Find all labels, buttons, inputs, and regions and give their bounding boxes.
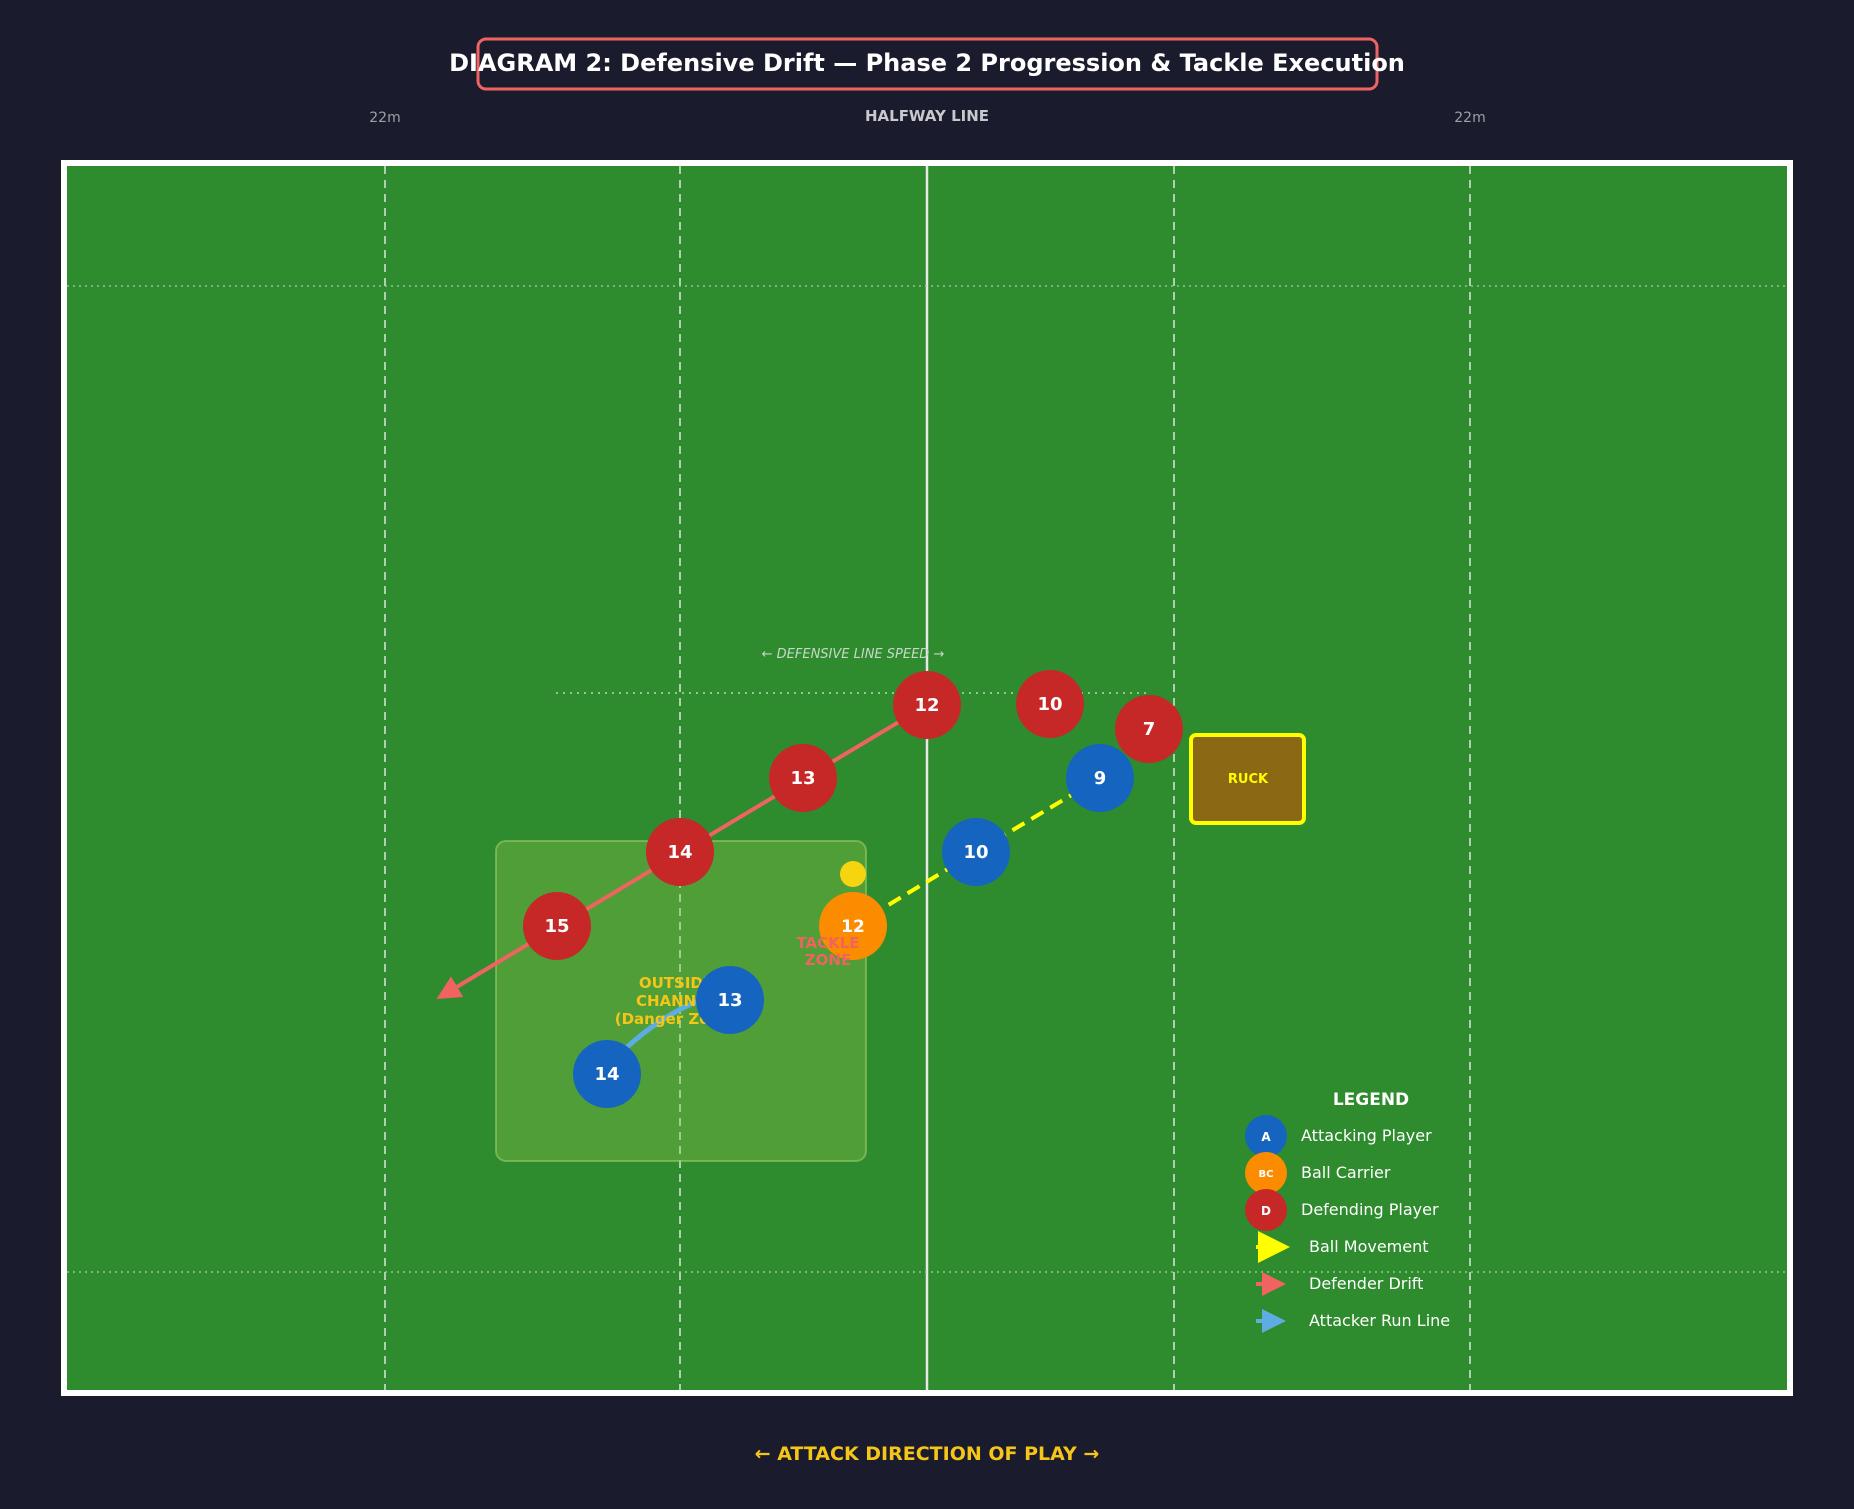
attacker-10: 10 — [942, 818, 1010, 886]
svg-text:15: 15 — [544, 916, 569, 937]
svg-text:A: A — [1261, 1130, 1271, 1144]
defender-12: 12 — [893, 671, 961, 739]
svg-text:ZONE: ZONE — [805, 951, 851, 969]
pitch — [61, 160, 1793, 1396]
left-22m-label: 22m — [369, 110, 400, 126]
svg-text:Ball Carrier: Ball Carrier — [1301, 1163, 1391, 1182]
attacker-9: 9 — [1066, 744, 1134, 812]
svg-text:10: 10 — [963, 842, 988, 863]
defensive-line-speed-label: ← DEFENSIVE LINE SPEED → — [762, 647, 945, 662]
svg-text:Defending Player: Defending Player — [1301, 1200, 1439, 1219]
svg-text:D: D — [1261, 1204, 1271, 1218]
svg-text:12: 12 — [914, 695, 939, 716]
ball-carrier-12: 12 — [819, 892, 887, 960]
legend-item-attacking-player: A Attacking Player — [1245, 1115, 1432, 1157]
title-text: DIAGRAM 2: Defensive Drift — Phase 2 Pro… — [449, 49, 1405, 77]
tackle-zone-label: TACKLE ZONE — [796, 934, 859, 969]
svg-text:TACKLE: TACKLE — [796, 934, 859, 952]
legend-item-attacker-run-line: Attacker Run Line — [1256, 1309, 1450, 1333]
svg-text:9: 9 — [1094, 768, 1107, 789]
diagram-title: DIAGRAM 2: Defensive Drift — Phase 2 Pro… — [449, 37, 1405, 91]
svg-text:12: 12 — [841, 917, 865, 937]
halfway-line-label: HALFWAY LINE — [865, 107, 989, 125]
svg-text:BC: BC — [1259, 1169, 1274, 1180]
ruck-box — [1189, 733, 1306, 825]
ruck-label: RUCK — [1228, 772, 1269, 787]
defender-14: 14 — [646, 818, 714, 886]
attacker-13: 13 — [696, 966, 764, 1034]
svg-text:Defender Drift: Defender Drift — [1309, 1274, 1423, 1293]
svg-text:Ball Movement: Ball Movement — [1309, 1237, 1429, 1256]
legend-title: LEGEND — [1333, 1090, 1409, 1110]
svg-text:14: 14 — [667, 842, 692, 863]
right-22m-label: 22m — [1454, 110, 1485, 126]
defender-13: 13 — [769, 744, 837, 812]
svg-text:Attacking Player: Attacking Player — [1301, 1126, 1432, 1145]
ruck: RUCK — [1189, 733, 1306, 825]
svg-text:13: 13 — [717, 990, 742, 1011]
svg-text:7: 7 — [1143, 719, 1156, 740]
legend-item-ball-movement: Ball Movement — [1256, 1231, 1429, 1263]
svg-text:14: 14 — [594, 1064, 619, 1085]
defender-10: 10 — [1016, 670, 1084, 738]
defender-7: 7 — [1115, 695, 1183, 763]
legend-item-defending-player: D Defending Player — [1245, 1189, 1439, 1231]
svg-text:13: 13 — [790, 768, 815, 789]
defender-15: 15 — [523, 892, 591, 960]
title-box — [476, 37, 1379, 91]
attacker-14: 14 — [573, 1040, 641, 1108]
legend-item-ball-carrier: BC Ball Carrier — [1245, 1152, 1391, 1194]
legend-item-defender-drift: Defender Drift — [1256, 1272, 1423, 1296]
svg-text:Attacker Run Line: Attacker Run Line — [1309, 1311, 1450, 1330]
ball — [840, 861, 866, 887]
svg-text:10: 10 — [1037, 694, 1062, 715]
legend: LEGEND A Attacking Player BC Ball Carrie… — [1245, 1090, 1450, 1333]
attack-direction-label: ← ATTACK DIRECTION OF PLAY → — [755, 1443, 1100, 1465]
svg-text:OUTSIDE: OUTSIDE — [639, 974, 713, 992]
